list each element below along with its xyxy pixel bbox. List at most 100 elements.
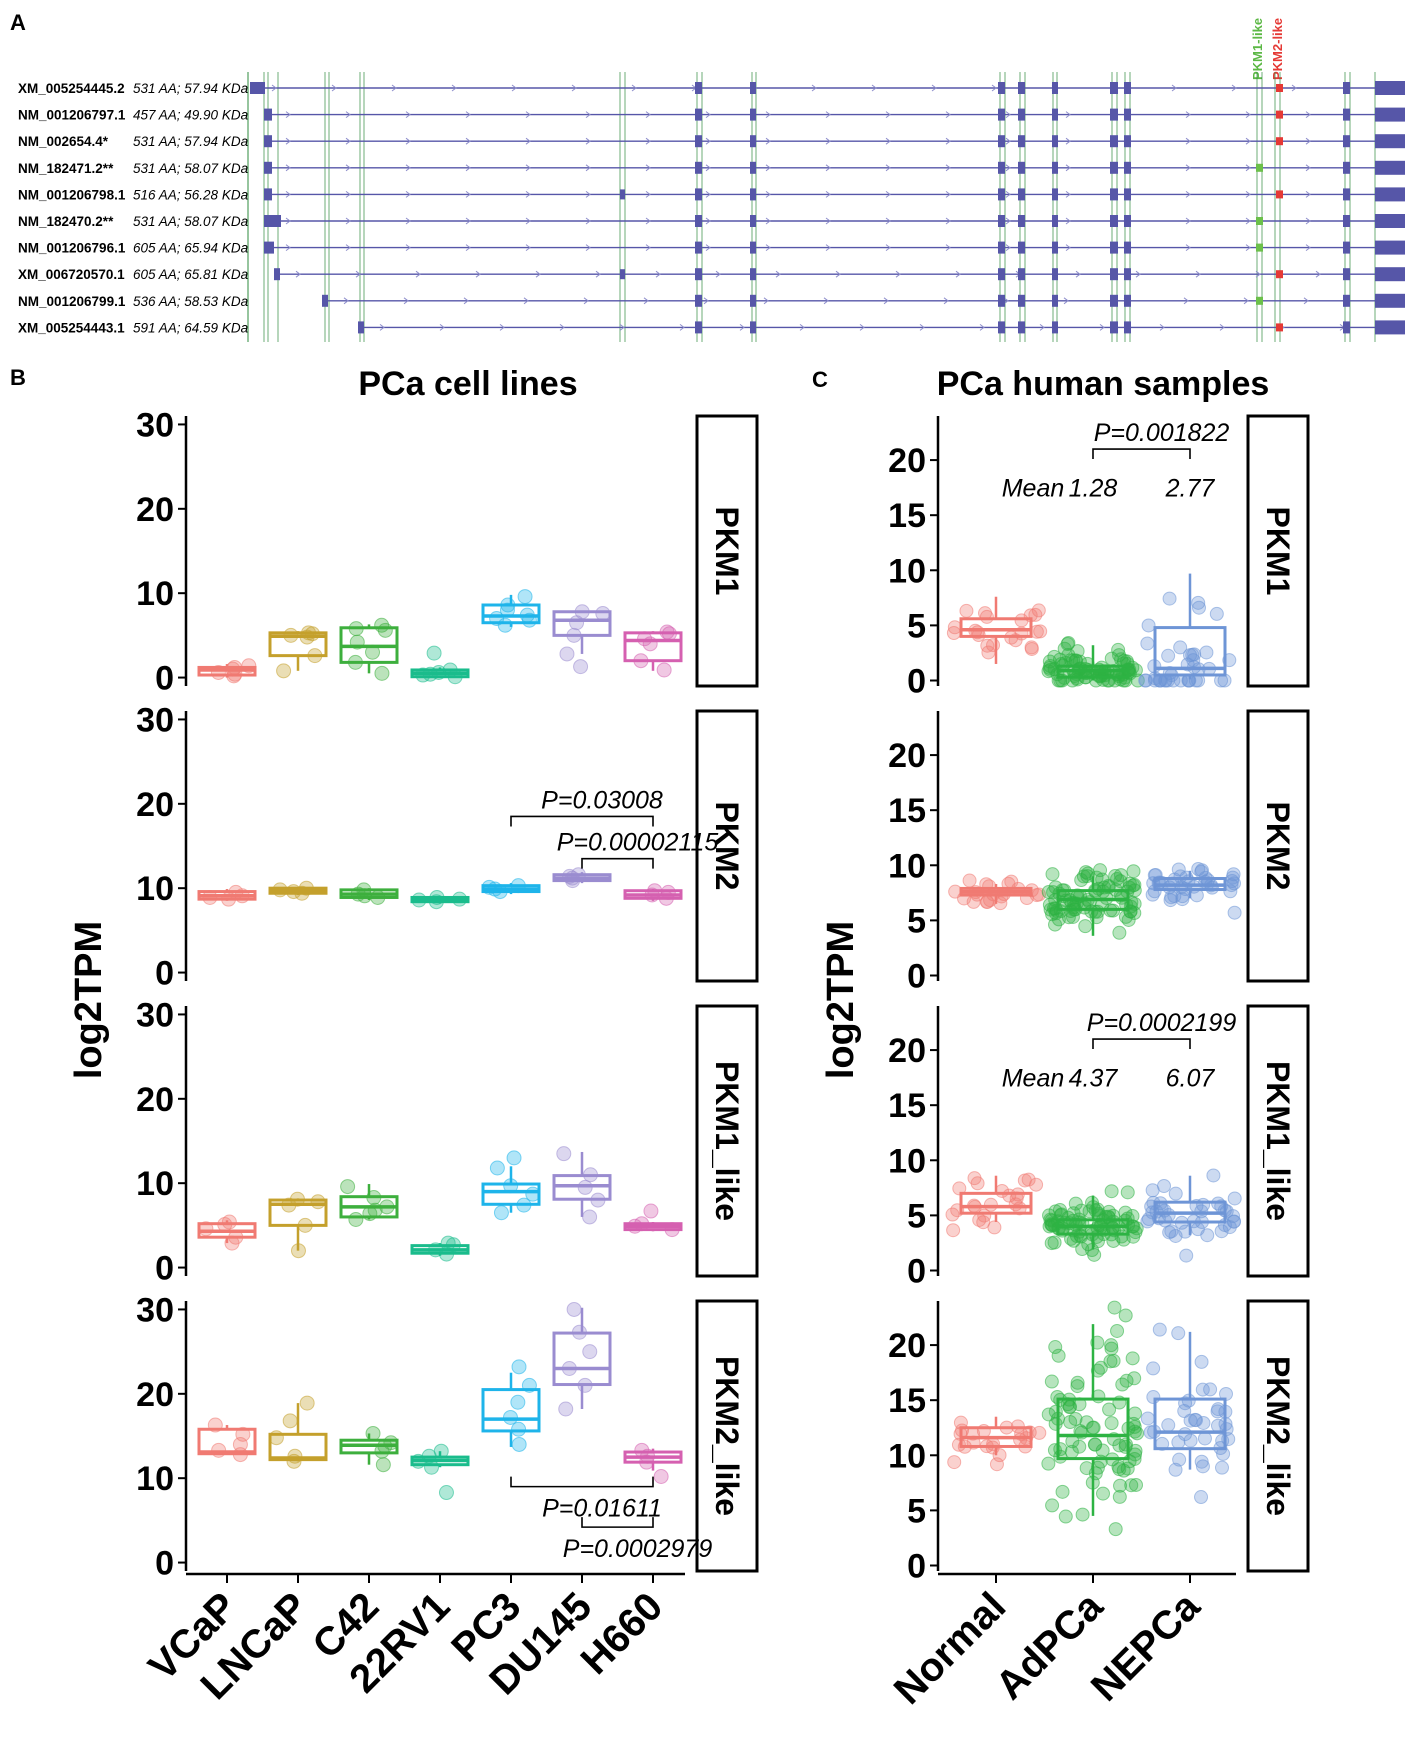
data-point — [986, 638, 1001, 653]
data-point — [1173, 640, 1188, 655]
data-point — [1102, 1402, 1117, 1417]
strand-arrow — [631, 84, 637, 92]
exon-block — [1343, 135, 1350, 148]
exon-block — [264, 215, 281, 227]
strand-arrow — [895, 270, 901, 278]
data-point — [1168, 1186, 1183, 1201]
y-tick-label: 0 — [907, 957, 926, 995]
data-point — [1045, 1498, 1060, 1513]
exon-block — [1018, 268, 1025, 281]
strand-arrow — [465, 244, 471, 251]
box-vcap — [197, 1214, 257, 1251]
significance-bracket: P=0.0002199 — [1087, 1009, 1236, 1050]
strand-arrow — [525, 191, 531, 198]
data-point — [1045, 907, 1060, 922]
exon-block — [1110, 188, 1118, 201]
strand-arrow — [499, 324, 505, 331]
box-adpca — [1041, 863, 1142, 940]
strand-arrow — [679, 324, 685, 331]
box-lncap — [268, 1191, 328, 1259]
facet-strip-label: PKM1 — [1260, 507, 1296, 596]
data-point — [1075, 1507, 1090, 1522]
strand-arrow — [343, 297, 349, 305]
data-point — [947, 1455, 962, 1470]
exon-block — [1052, 108, 1058, 121]
data-point — [1033, 624, 1048, 639]
exon-block — [998, 321, 1005, 334]
data-point — [1070, 644, 1085, 659]
p-value-label: P=0.00002115 — [557, 829, 719, 857]
exon-block — [1343, 294, 1350, 307]
data-point — [1078, 919, 1093, 934]
box-c42 — [339, 617, 399, 681]
box-vcap — [197, 1417, 257, 1463]
transcript-info: 605 AA; 65.94 KDa — [133, 241, 249, 256]
exon-block — [1343, 82, 1350, 94]
y-tick-label: 0 — [155, 1545, 174, 1583]
strand-arrow — [825, 217, 831, 225]
exon-block — [750, 188, 756, 201]
data-point — [510, 1394, 526, 1410]
data-point — [595, 605, 611, 621]
data-point — [1146, 1361, 1161, 1376]
exon-block — [1052, 294, 1058, 307]
exon-block — [695, 268, 702, 281]
exon-block — [1343, 108, 1350, 121]
data-point — [511, 1359, 527, 1375]
p-value-label: P=0.03008 — [541, 786, 663, 814]
strand-arrow — [475, 270, 481, 278]
strand-arrow — [1303, 297, 1309, 305]
exon-block — [695, 294, 702, 307]
box-pc3 — [481, 1359, 541, 1452]
exon-block — [1343, 321, 1350, 334]
data-point — [310, 1194, 326, 1210]
data-point — [653, 1469, 669, 1484]
data-point — [1196, 1415, 1211, 1430]
data-point — [1171, 1326, 1186, 1341]
strand-arrow — [465, 191, 471, 198]
box-iqr — [959, 1191, 1033, 1215]
facet-pkm2: 0 10 20 30 PKM2 P=0.03008 P=0.00002115 — [136, 701, 759, 993]
pkm2-like-exon — [1276, 323, 1283, 332]
strand-arrow — [705, 164, 711, 172]
exon-block — [1052, 161, 1058, 174]
strand-arrow — [703, 297, 709, 305]
strand-arrow — [765, 217, 771, 225]
data-point — [1215, 1460, 1230, 1475]
data-point — [1112, 925, 1127, 940]
exon-block — [1052, 321, 1058, 334]
data-point — [1127, 1371, 1142, 1386]
exon-block — [1124, 215, 1131, 227]
data-point — [1227, 876, 1242, 891]
exon-block — [1343, 161, 1350, 174]
data-point — [1123, 899, 1138, 914]
exon-block — [264, 188, 272, 201]
y-tick-label: 20 — [888, 1032, 926, 1070]
exon-block — [1110, 294, 1118, 307]
strand-arrow — [345, 164, 351, 172]
exon-block — [1052, 268, 1058, 281]
transcript-id: NM_001206797.1 — [18, 108, 126, 123]
strand-arrow — [943, 297, 949, 305]
exon-block — [695, 215, 702, 227]
human-samples-title: PCa human samples — [937, 365, 1270, 403]
data-point — [1106, 1353, 1121, 1368]
data-point — [987, 1220, 1002, 1235]
strand-arrow — [715, 270, 721, 278]
data-point — [506, 1150, 522, 1166]
strand-arrow — [285, 111, 291, 118]
exon-block — [1018, 321, 1025, 334]
box-adpca — [1041, 1300, 1145, 1537]
significance-bracket: P=0.001822 — [1092, 419, 1229, 460]
strand-arrow — [655, 270, 661, 278]
strand-arrow — [405, 111, 411, 118]
data-point — [1107, 1300, 1122, 1315]
exon-block — [1110, 161, 1118, 174]
strand-arrow — [643, 297, 649, 305]
data-point — [1041, 1456, 1056, 1471]
data-point — [1045, 867, 1060, 882]
transcript-info: 536 AA; 58.53 KDa — [133, 294, 249, 309]
pkm2-like-exon — [1276, 137, 1283, 146]
